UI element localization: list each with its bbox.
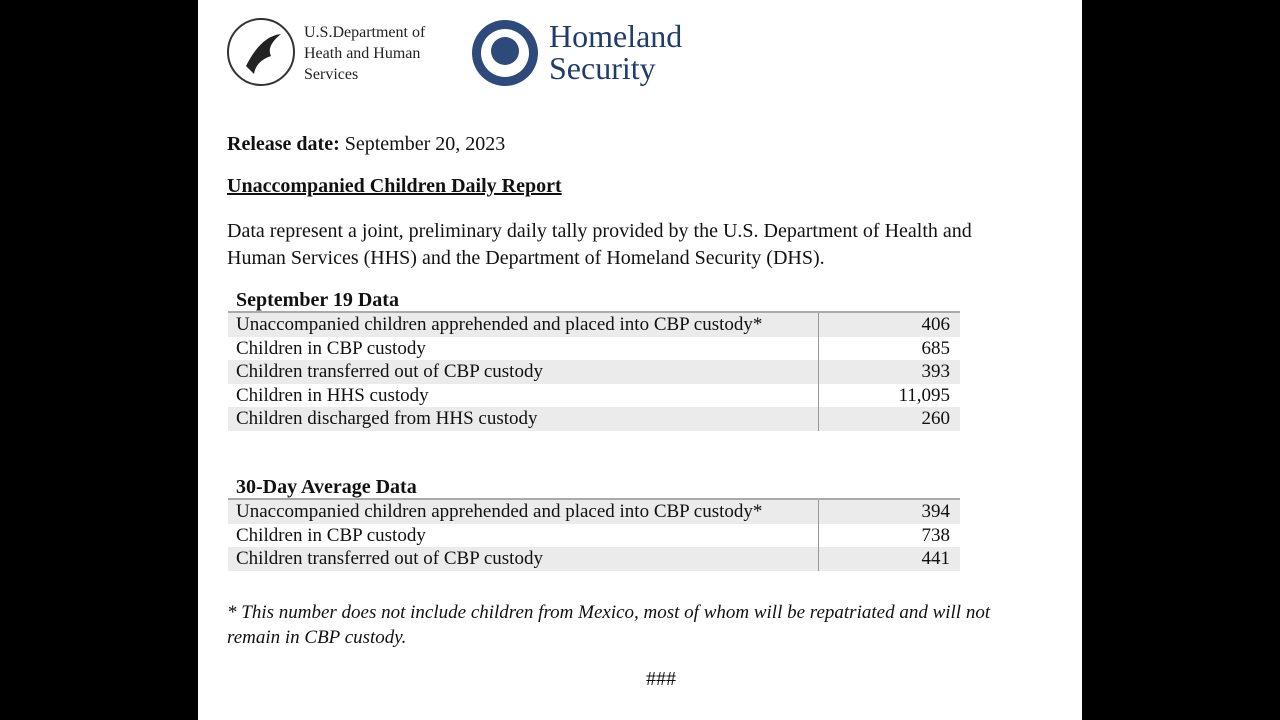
release-line: Release date: September 20, 2023 <box>227 133 505 156</box>
document-page: U.S.Department of Heath and Human Servic… <box>198 0 1082 720</box>
table-title: 30-Day Average Data <box>236 476 417 498</box>
row-label: Children in CBP custody <box>236 337 426 359</box>
column-divider <box>818 313 819 337</box>
row-label: Children in HHS custody <box>236 384 429 406</box>
table-row: Children transferred out of CBP custody 3… <box>228 360 960 384</box>
row-value: 738 <box>921 524 951 546</box>
logo-line: Services <box>304 66 359 83</box>
table-row: Children transferred out of CBP custody 4… <box>228 547 960 571</box>
row-label: Unaccompanied children apprehended and p… <box>236 314 763 335</box>
row-value: 393 <box>921 361 951 383</box>
logo-line: Homeland <box>549 18 683 54</box>
footnote-line: remain in CBP custody. <box>227 627 407 648</box>
release-date: September 20, 2023 <box>344 133 506 155</box>
table-row: Children in CBP custody 738 <box>228 523 960 548</box>
row-label: Children transferred out of CBP custody <box>236 361 543 383</box>
row-label: Unaccompanied children apprehended and p… <box>236 501 763 522</box>
release-label: Release date: <box>227 133 340 155</box>
data-table: 30-Day Average Data Unaccompanied childre… <box>228 476 960 571</box>
dhs-seal <box>472 20 538 86</box>
row-value: 441 <box>921 548 951 570</box>
row-value: 11,095 <box>898 384 950 406</box>
intro-line: Human Services (HHS) and the Department … <box>227 247 825 269</box>
table-row: Unaccompanied children apprehended and p… <box>228 498 960 524</box>
report-title: Unaccompanied Children Daily Report <box>227 175 562 197</box>
row-value: 260 <box>921 408 951 430</box>
logo-line: Heath and Human <box>304 45 421 62</box>
data-table: September 19 Data Unaccompanied children … <box>228 289 960 431</box>
footnote: * This number does not include children … <box>227 600 990 650</box>
end-mark: ### <box>646 668 676 690</box>
table-row: Unaccompanied children apprehended and p… <box>228 311 960 337</box>
column-divider <box>818 523 819 548</box>
row-value: 394 <box>921 501 951 522</box>
table-row: Children in CBP custody 685 <box>228 336 960 361</box>
table-row: Children discharged from HHS custody 260 <box>228 407 960 431</box>
hhs-logo-text: U.S.Department of Heath and Human Servic… <box>304 22 425 85</box>
column-divider <box>818 500 819 524</box>
intro-line: Data represent a joint, preliminary dail… <box>227 220 972 242</box>
hhs-seal <box>227 18 295 86</box>
footnote-line: * This number does not include children … <box>227 602 991 623</box>
column-divider <box>818 336 819 361</box>
table-title: September 19 Data <box>236 289 399 311</box>
dhs-logo-text: Homeland Security <box>549 20 682 84</box>
row-value: 685 <box>921 337 951 359</box>
column-divider <box>818 547 819 571</box>
intro: Data represent a joint, preliminary dail… <box>227 218 972 272</box>
row-value: 406 <box>921 314 951 335</box>
column-divider <box>818 383 819 408</box>
logo-line: Security <box>549 50 656 86</box>
column-divider <box>818 407 819 431</box>
row-label: Children transferred out of CBP custody <box>236 548 543 570</box>
table-row: Children in HHS custody 11,095 <box>228 383 960 408</box>
row-label: Children discharged from HHS custody <box>236 408 538 430</box>
logo-line: U.S.Department of <box>304 24 426 41</box>
row-label: Children in CBP custody <box>236 524 426 546</box>
column-divider <box>818 360 819 384</box>
